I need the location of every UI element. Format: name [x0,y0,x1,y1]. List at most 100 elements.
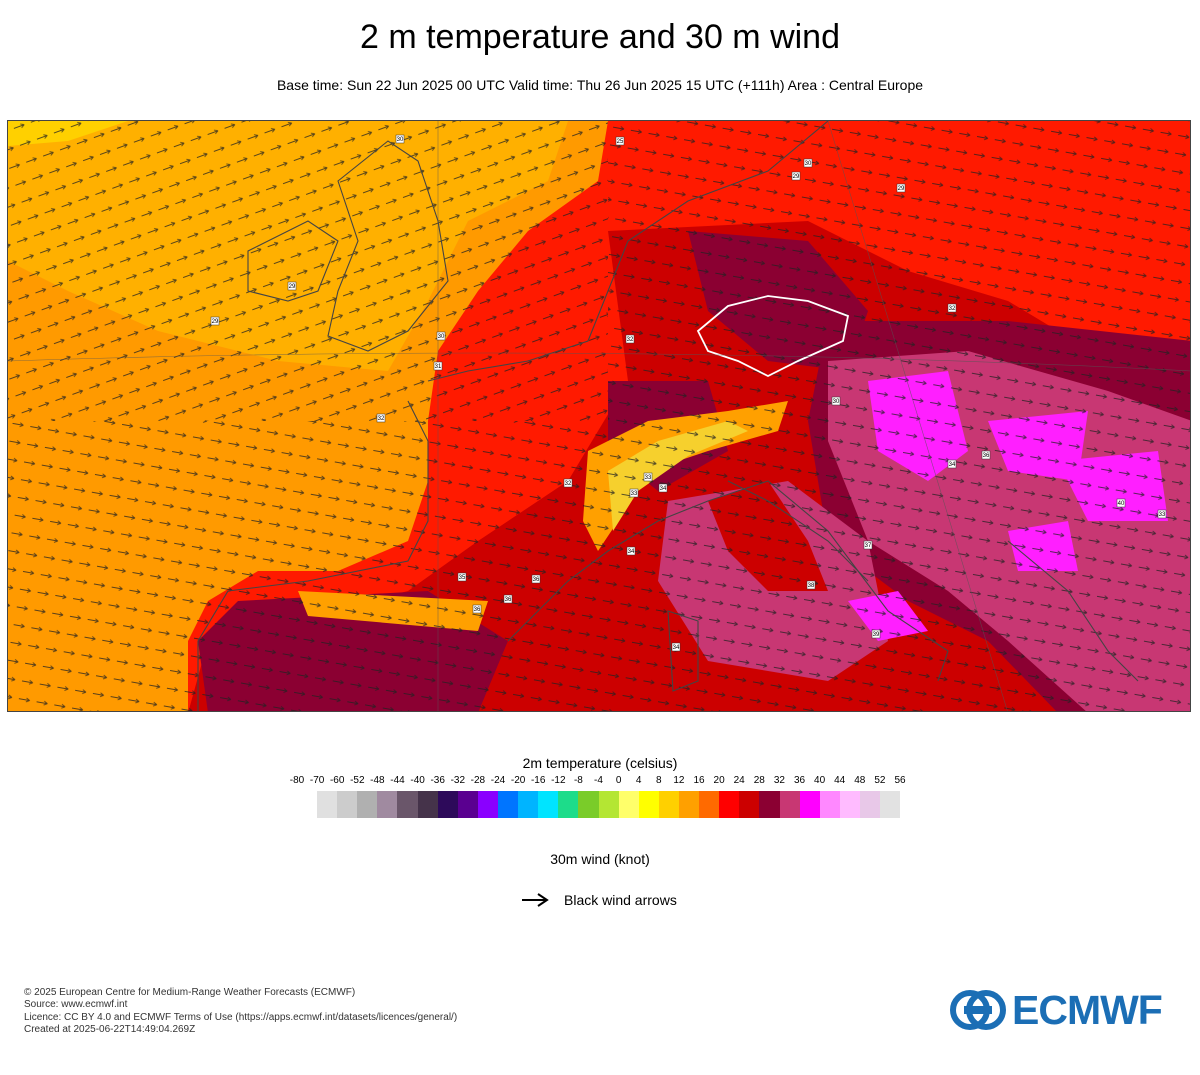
legend-tick-label: -36 [430,775,445,786]
legend-tick-label: 20 [713,775,725,786]
wind-arrows-south [8,421,1190,711]
legend-swatch [859,791,881,818]
legend-swatch [477,791,498,818]
legend-tick-label: 48 [854,775,866,786]
legend-tick-label: -8 [573,775,583,786]
legend-swatch [337,791,358,818]
svg-text:32: 32 [378,416,385,422]
svg-text:33: 33 [1159,512,1166,518]
footer-created: Created at 2025-06-22T14:49:04.269Z [24,1023,196,1035]
wind-legend-title: 30m wind (knot) [550,851,650,867]
legend-swatch [638,791,659,818]
chart-title: 2 m temperature and 30 m wind [359,18,841,56]
legend-swatch [518,791,539,818]
svg-text:34: 34 [673,645,680,651]
svg-text:32: 32 [565,481,572,487]
legend-tick-label: -52 [350,775,365,786]
legend-swatch [457,791,478,818]
legend-swatch [497,791,519,818]
svg-text:30: 30 [805,161,812,167]
legend-tick-label: 12 [673,775,685,786]
legend-swatch [618,791,639,818]
legend-tick-label: 8 [656,775,662,786]
ecmwf-logo-icon [950,990,1006,1030]
wind-arrow-label: Black wind arrows [564,892,677,908]
legend-tick-label: -48 [370,775,385,786]
wind-arrows-east [608,121,1190,421]
legend-swatch [598,791,619,818]
footer-licence: Licence: CC BY 4.0 and ECMWF Terms of Us… [24,1011,458,1023]
legend-tick-label: 44 [834,775,846,786]
svg-text:25: 25 [617,139,624,145]
legend-tick-label: -16 [530,775,546,786]
czech-outline [696,295,850,378]
svg-text:34: 34 [949,462,956,468]
legend-tick-label: -60 [329,775,345,786]
legend-swatch [578,791,599,818]
svg-text:39: 39 [873,632,880,638]
legend-tick-label: -28 [470,775,486,786]
wind-legend: Black wind arrows [520,889,677,911]
svg-text:35: 35 [459,575,466,581]
legend-swatch [699,791,720,818]
svg-text:37: 37 [865,543,872,549]
svg-text:30: 30 [438,334,445,340]
arrow-right-icon [522,893,549,907]
svg-text:36: 36 [505,597,512,603]
station-markers: 30 25 30 29 29 29 29 30 31 32 32 32 30 3… [210,134,1167,652]
svg-text:34: 34 [628,549,635,555]
legend-tick-label: 56 [894,775,906,786]
svg-text:40: 40 [1118,501,1125,507]
legend-tick-label: -80 [289,775,305,786]
svg-text:36: 36 [983,453,990,459]
svg-text:29: 29 [793,174,800,180]
legend-swatch [779,791,800,818]
svg-text:36: 36 [474,607,481,613]
legend-swatch [397,791,418,818]
legend-swatch [719,791,740,818]
legend-swatch [658,791,679,818]
svg-text:36: 36 [533,577,540,583]
svg-text:29: 29 [898,186,905,192]
legend-tick-label: 24 [733,775,745,786]
chart-subtitle: Base time: Sun 22 Jun 2025 00 UTC Valid … [276,77,924,93]
svg-text:30: 30 [397,137,404,143]
wind-arrows-north [8,121,608,421]
legend-tick-label: -4 [594,775,603,786]
legend-tick-label: 4 [635,775,642,786]
legend-swatch [739,791,760,818]
copyright-footer: © 2025 European Centre for Medium-Range … [24,987,457,1036]
svg-text:33: 33 [631,491,638,497]
legend-tick-label: 52 [874,775,886,786]
legend-tick-label: 32 [773,775,785,786]
legend-tick-label: -70 [309,775,325,786]
svg-text:32: 32 [627,337,634,343]
legend-tick-label: -40 [410,775,425,786]
legend-tick-label: -12 [551,775,566,786]
legend-swatch [880,791,901,818]
legend-swatch [317,791,338,818]
legend-tick-label: 16 [693,775,705,786]
legend-swatch [819,791,840,818]
legend-title: 2m temperature (celsius) [522,755,678,771]
footer-source: Source: www.ecmwf.int [24,999,128,1011]
legend-swatch [558,791,579,818]
svg-text:29: 29 [212,319,219,325]
temperature-map: 30 25 30 29 29 29 29 30 31 32 32 32 30 3… [7,120,1191,712]
svg-text:29: 29 [289,284,296,290]
legend-tick-label: -44 [390,775,405,786]
map-canvas: 30 25 30 29 29 29 29 30 31 32 32 32 30 3… [8,121,1190,711]
legend-tick-label: 28 [753,775,765,786]
svg-text:38: 38 [808,583,815,589]
ecmwf-logo: ECMWF [950,987,1163,1033]
legend-swatch [417,791,438,818]
svg-text:34: 34 [660,486,667,492]
legend-tick-label: 0 [615,775,622,786]
svg-text:30: 30 [833,399,840,405]
legend-ticks: -80 -70 -60 -52 -48 -44 -40 -36 -32 -28 -24 -20 -16-… [0,775,1200,789]
footer-copyright: © 2025 European Centre for Medium-Range … [24,987,356,998]
legend-tick-label: -20 [510,775,526,786]
coastlines [197,121,1139,711]
legend-swatch [799,791,820,818]
legend-tick-label: -32 [450,775,466,786]
